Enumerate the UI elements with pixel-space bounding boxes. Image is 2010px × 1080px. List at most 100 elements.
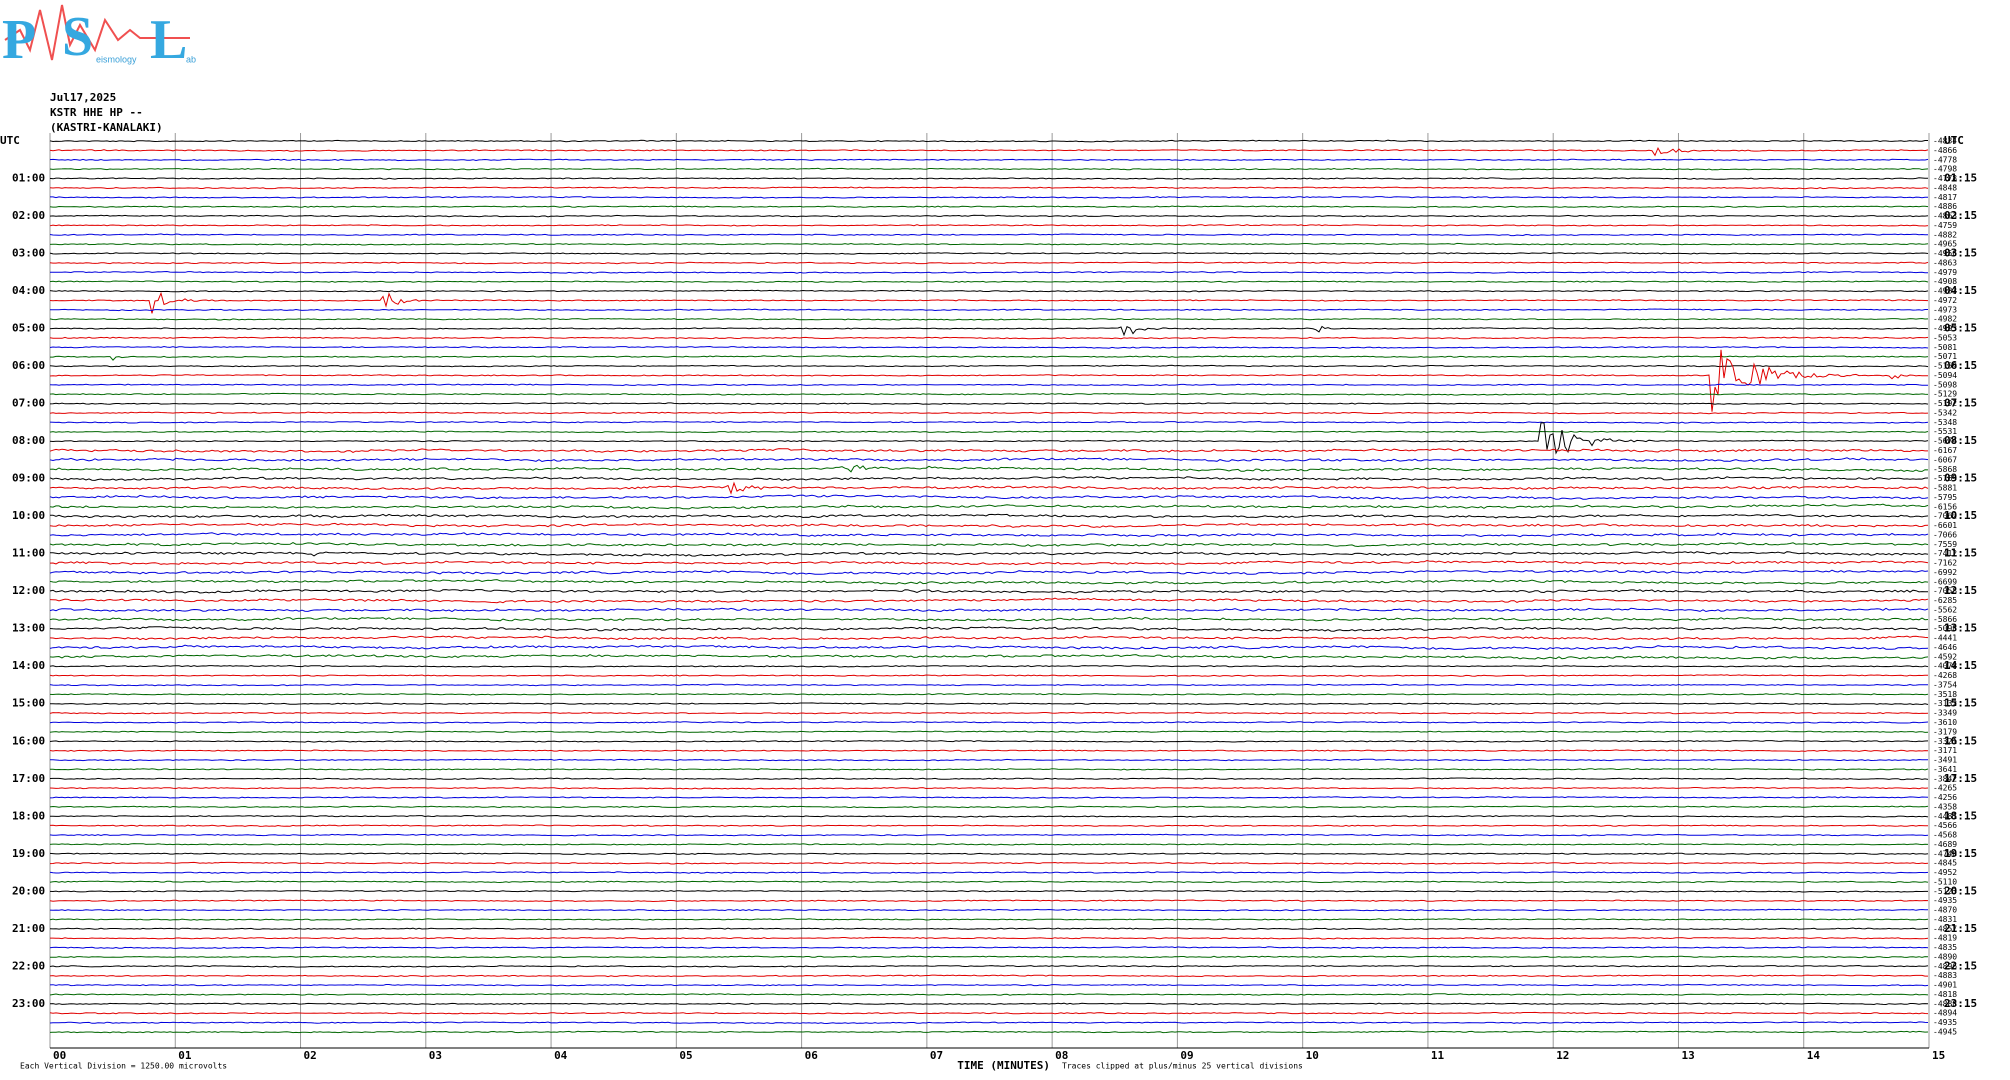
trace-offset: -5071 <box>1933 352 1957 361</box>
trace <box>49 411 1929 415</box>
trace <box>49 224 1929 227</box>
trace-offset: -5881 <box>1933 484 1957 493</box>
trace <box>49 392 1929 396</box>
hour-label: 22:00 <box>12 959 45 972</box>
trace <box>49 693 1929 696</box>
trace-offset: -5129 <box>1933 390 1957 399</box>
trace-offset: -4759 <box>1933 221 1957 230</box>
trace <box>49 280 1929 283</box>
date: Jul17,2025 <box>50 91 116 104</box>
trace-offset: -4566 <box>1933 821 1957 830</box>
trace <box>49 1011 1929 1015</box>
trace-offset: -4441 <box>1933 634 1957 643</box>
trace <box>50 551 1929 557</box>
x-tick-label: 05 <box>679 1049 692 1062</box>
trace-offset: -4078 <box>1933 662 1957 671</box>
trace <box>49 186 1929 190</box>
trace-offset: -4819 <box>1933 934 1957 943</box>
trace-offset: -4883 <box>1933 971 1957 980</box>
hour-label: 14:00 <box>12 659 45 672</box>
hour-label: 06:00 <box>12 359 45 372</box>
trace <box>49 503 1929 510</box>
trace <box>49 242 1929 246</box>
trace <box>49 1030 1929 1034</box>
logo-wave <box>4 4 190 61</box>
x-tick-label: 06 <box>805 1049 819 1062</box>
trace-offset: -3171 <box>1933 746 1957 755</box>
trace <box>49 814 1929 818</box>
trace-offset: -3518 <box>1933 690 1957 699</box>
trace <box>49 749 1929 752</box>
hour-label-right: 05:15 <box>1944 322 1977 335</box>
trace-offset: -5098 <box>1933 624 1957 633</box>
trace-offset: -4689 <box>1933 840 1957 849</box>
hour-label-right: 14:15 <box>1944 659 1977 672</box>
trace <box>49 993 1929 996</box>
trace-offset: -4993 <box>1933 324 1957 333</box>
trace-offset: -5348 <box>1933 418 1957 427</box>
trace-offset: -4592 <box>1933 652 1957 661</box>
trace-offset: -7559 <box>1933 540 1957 549</box>
trace <box>49 674 1929 677</box>
trace <box>49 420 1929 424</box>
trace <box>50 936 1929 940</box>
hour-label-right: 17:15 <box>1944 772 1977 785</box>
trace-offset: -4894 <box>1933 1009 1957 1018</box>
trace-offset: -5094 <box>1933 371 1957 380</box>
trace <box>49 317 1929 321</box>
trace <box>49 927 1929 931</box>
trace <box>49 796 1929 799</box>
trace <box>49 448 1928 453</box>
trace-offset: -6699 <box>1933 577 1957 586</box>
trace <box>49 542 1929 548</box>
hour-label: 12:00 <box>12 584 45 597</box>
trace <box>49 289 1929 293</box>
x-tick-label: 10 <box>1306 1049 1319 1062</box>
logo-sub: ab <box>186 54 196 64</box>
trace-offset: -3754 <box>1933 680 1957 689</box>
trace-offset: -4983 <box>1933 287 1957 296</box>
trace <box>49 758 1929 762</box>
hour-label: 03:00 <box>12 247 45 260</box>
hour-label-right: 07:15 <box>1944 397 1977 410</box>
trace-offset: -4866 <box>1933 146 1957 155</box>
trace <box>49 889 1928 893</box>
hour-label: 15:00 <box>12 697 45 710</box>
trace-offset: -4882 <box>1933 230 1957 239</box>
trace <box>49 946 1929 949</box>
trace-offset: -5192 <box>1933 399 1957 408</box>
x-tick-label: 00 <box>53 1049 66 1062</box>
trace <box>49 569 1929 575</box>
trace <box>49 158 1929 162</box>
hour-label: 23:00 <box>12 997 45 1010</box>
trace <box>49 481 1929 495</box>
trace <box>49 494 1929 500</box>
trace-offset: -4935 <box>1933 896 1957 905</box>
trace <box>49 325 1929 337</box>
trace <box>49 805 1929 809</box>
hour-label: 05:00 <box>12 322 45 335</box>
trace-offset: -4886 <box>1933 202 1957 211</box>
trace <box>49 383 1929 387</box>
trace-offset: -4818 <box>1933 990 1957 999</box>
x-tick-label: 03 <box>429 1049 442 1062</box>
trace <box>49 270 1929 274</box>
hour-label: 17:00 <box>12 772 45 785</box>
hour-label: UTC <box>0 134 20 147</box>
trace-offset: -3321 <box>1933 737 1957 746</box>
logo-l: L <box>150 9 187 71</box>
trace <box>49 349 1929 412</box>
trace <box>49 983 1929 987</box>
trace <box>50 702 1929 706</box>
trace <box>49 532 1929 538</box>
trace-offset: -5123 <box>1933 887 1957 896</box>
trace-offset: -4956 <box>1933 249 1957 258</box>
trace <box>49 683 1929 687</box>
hour-label-right: 01:15 <box>1944 172 1977 185</box>
trace <box>49 457 1929 463</box>
trace-offset: -4848 <box>1933 183 1957 192</box>
logo-p: P <box>2 9 36 71</box>
trace <box>49 908 1928 912</box>
hour-label: 10:00 <box>12 509 45 522</box>
trace-offset: -4901 <box>1933 981 1957 990</box>
